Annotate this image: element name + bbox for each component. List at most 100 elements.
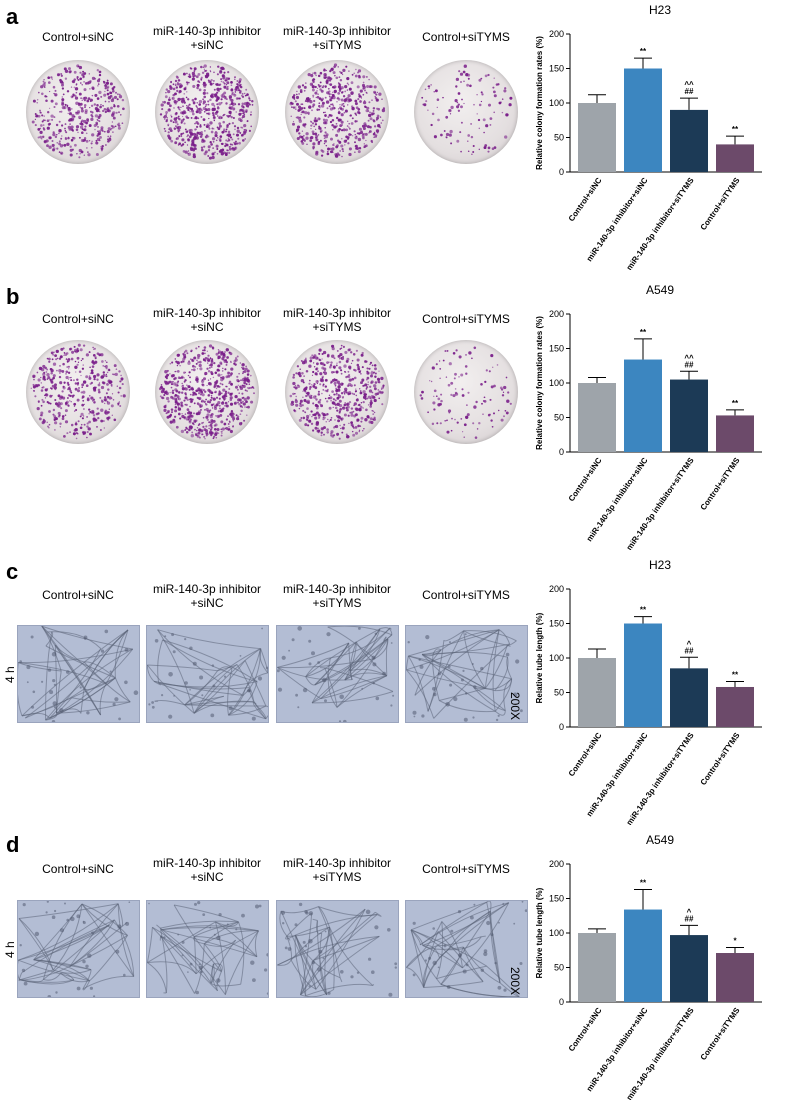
tube-segment: [448, 936, 482, 951]
colony-dot: [376, 116, 379, 120]
colony-dot: [305, 136, 309, 140]
colony-dot: [342, 105, 345, 108]
colony-dot: [96, 97, 100, 100]
cell-spot: [498, 921, 500, 924]
cell-spot: [218, 913, 222, 917]
colony-dot: [78, 156, 81, 159]
colony-dot: [320, 104, 325, 108]
colony-dot: [61, 81, 65, 85]
colony-dot: [208, 427, 210, 430]
colony-dot: [186, 72, 188, 75]
colony-dot: [335, 116, 339, 120]
colony-dot: [344, 144, 346, 146]
colony-dot: [459, 131, 462, 134]
tube-segment: [82, 980, 91, 991]
tube-segment: [160, 935, 195, 994]
colony-dot: [444, 419, 447, 422]
tube-segment: [53, 969, 92, 974]
cell-spot: [465, 963, 469, 967]
colony-dot: [96, 425, 98, 428]
colony-dot: [337, 118, 341, 122]
colony-dot: [76, 75, 79, 79]
cell-spot: [32, 690, 36, 694]
tube-segment: [51, 631, 102, 649]
colony-dot: [90, 142, 93, 145]
colony-dot: [108, 408, 110, 410]
colony-dot: [354, 74, 358, 78]
colony-dot: [187, 411, 190, 415]
colony-dot: [99, 396, 102, 399]
colony-dot: [163, 116, 165, 119]
colony-dot: [201, 393, 205, 397]
colony-dot: [74, 87, 79, 91]
colony-dot: [84, 125, 87, 128]
colony-dot: [52, 131, 55, 134]
colony-dot: [476, 93, 478, 96]
colony-dot: [321, 352, 324, 356]
cell-spot: [297, 706, 300, 709]
colony-dot: [76, 64, 80, 68]
colony-dot: [80, 391, 83, 394]
colony-dot: [216, 73, 219, 76]
tube-segment: [422, 944, 463, 969]
colony-dot: [436, 98, 440, 101]
cell-spot: [235, 928, 238, 931]
colony-dot: [208, 411, 211, 413]
colony-dot: [368, 85, 372, 89]
colony-dot: [243, 397, 247, 401]
colony-dot: [202, 66, 205, 68]
colony-dot: [230, 136, 232, 139]
colony-dot: [350, 413, 354, 417]
bar: [578, 933, 616, 1002]
colony-dot: [92, 386, 97, 391]
colony-dot: [77, 361, 80, 363]
colony-dot: [119, 404, 122, 408]
colony-dot: [160, 384, 163, 386]
colony-dot: [319, 129, 323, 133]
colony-dot: [341, 431, 344, 434]
colony-dot: [70, 86, 73, 88]
cell-spot: [53, 706, 57, 709]
cell-spot: [19, 944, 22, 947]
colony-dot: [166, 117, 168, 119]
colony-dot: [505, 376, 508, 379]
colony-dot: [218, 369, 221, 372]
colony-dot: [97, 388, 101, 392]
cell-spot: [124, 680, 128, 685]
colony-dot: [242, 363, 245, 366]
colony-dot: [323, 371, 328, 375]
colony-dot: [43, 378, 47, 381]
colony-dot: [46, 368, 49, 371]
colony-dot: [454, 372, 457, 376]
colony-dot: [77, 384, 79, 386]
tube-segment: [300, 989, 334, 997]
colony-dot: [67, 125, 71, 130]
colony-dot: [350, 122, 354, 125]
colony-dot: [228, 147, 232, 151]
colony-dot: [76, 349, 80, 353]
cell-spot: [450, 929, 454, 933]
colony-dot: [110, 129, 112, 131]
colony-dot: [344, 99, 346, 101]
colony-dot: [233, 93, 235, 95]
colony-dot: [80, 359, 83, 362]
colony-dot: [320, 89, 324, 93]
colony-dot: [220, 152, 224, 156]
colony-dot: [174, 409, 178, 413]
colony-dot: [88, 394, 91, 397]
tube-segment: [71, 697, 131, 703]
colony-dot: [350, 81, 354, 85]
colony-dot: [478, 421, 481, 425]
colony-dot: [326, 361, 329, 364]
colony-dot: [60, 124, 64, 127]
cell-spot: [45, 911, 48, 914]
colony-dot: [216, 103, 219, 106]
colony-dot: [34, 115, 37, 118]
colony-dot: [60, 151, 64, 155]
colony-dot: [225, 426, 229, 430]
colony-dot: [328, 95, 331, 98]
cell-spot: [164, 635, 167, 638]
colony-dot: [315, 150, 319, 154]
colony-dot: [463, 64, 467, 68]
colony-dot: [228, 139, 231, 142]
